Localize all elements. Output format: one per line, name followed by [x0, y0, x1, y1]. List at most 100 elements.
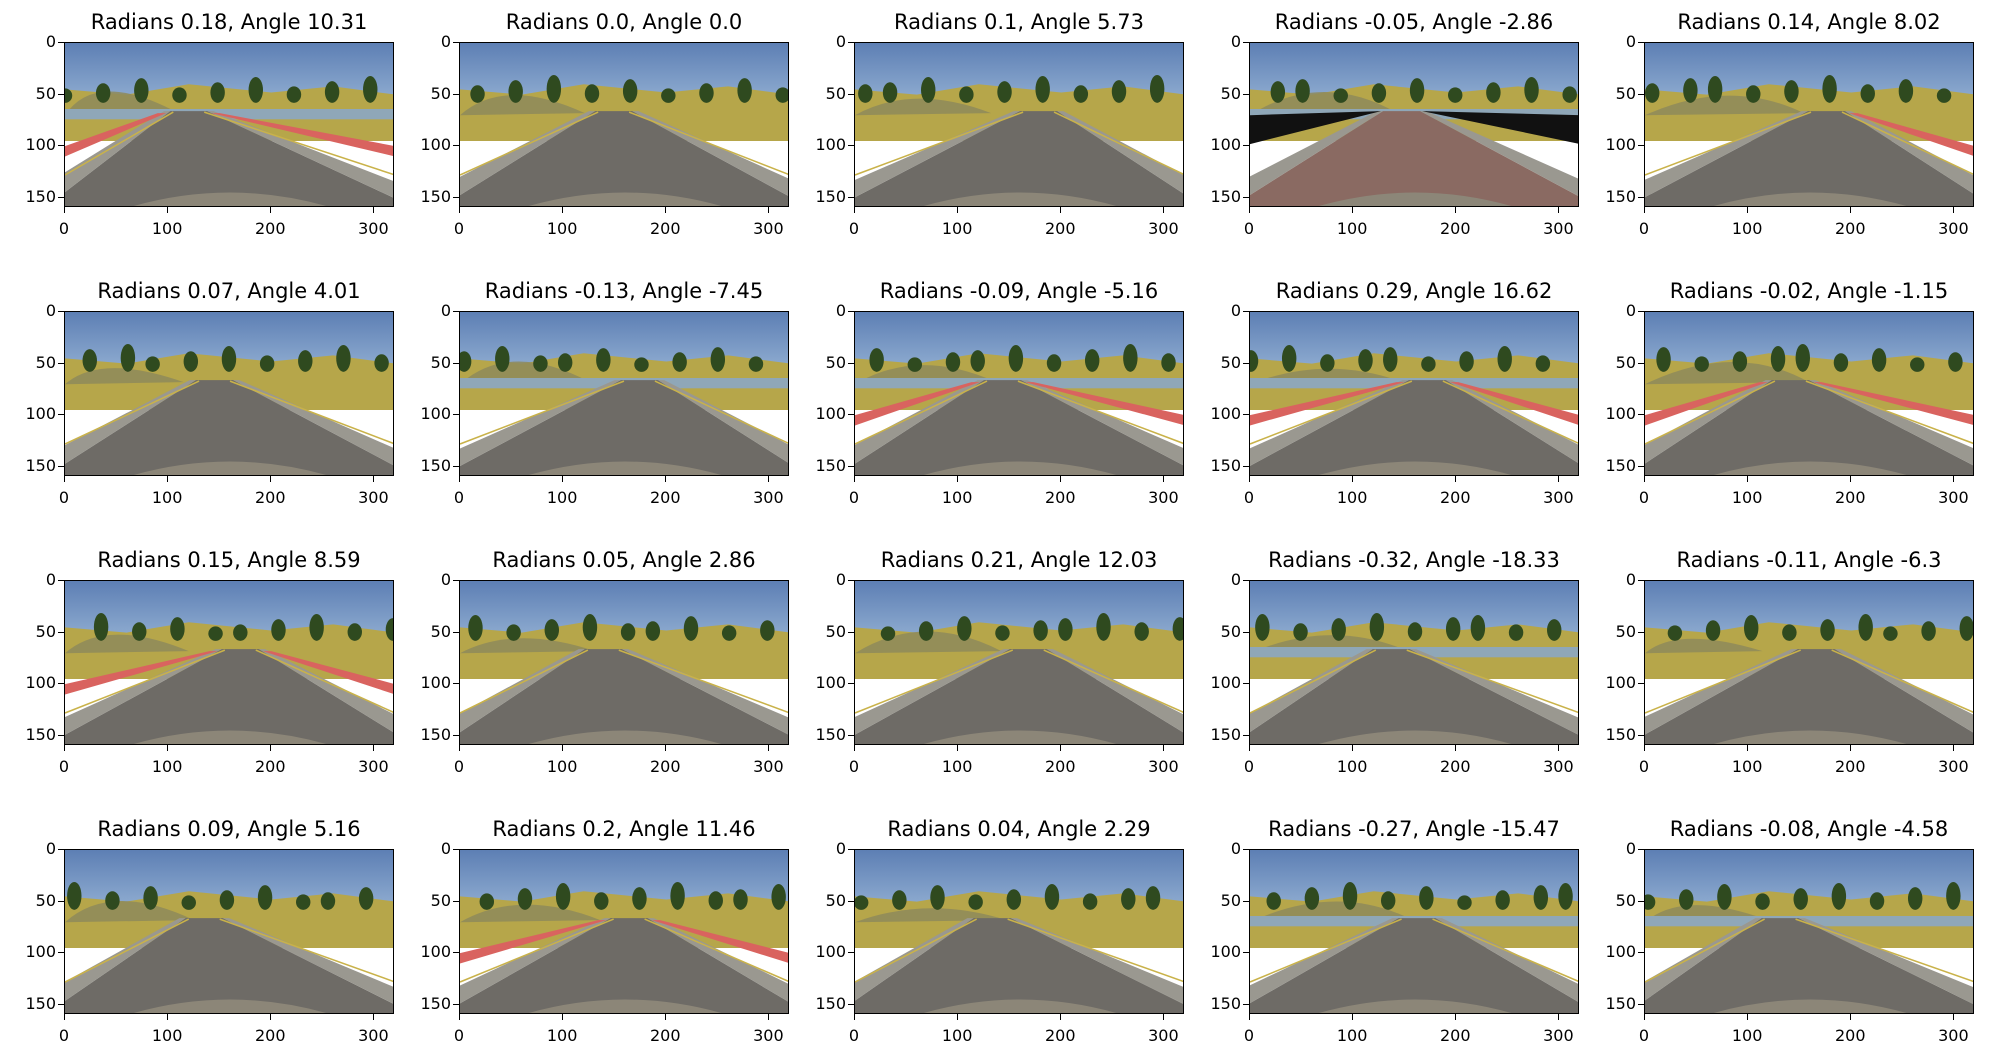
y-tick-mark: [1243, 849, 1249, 850]
y-tick-label: 150: [25, 724, 56, 744]
road-scene-image: [460, 581, 788, 744]
x-tick-label: 200: [1834, 757, 1866, 776]
road-scene-image: [65, 850, 393, 1013]
x-tick-label: 200: [1439, 219, 1471, 238]
subplot: Radians 0.21, Angle 12.03 0 50 100 150 0 100 20…: [790, 538, 1184, 788]
y-tick-mark: [453, 42, 459, 43]
y-tick-label: 50: [35, 890, 56, 910]
x-tick-mark: [768, 476, 770, 482]
x-tick-label: 0: [1243, 757, 1255, 776]
y-tick-mark: [1638, 900, 1644, 902]
subplot: Radians 0.14, Angle 8.02 0 50 100 150 0 100 200…: [1580, 0, 1974, 250]
y-tick-label: 0: [440, 839, 451, 858]
x-tick-mark: [1953, 745, 1955, 751]
x-tick-mark: [1644, 476, 1645, 482]
x-tick-label: 100: [941, 488, 973, 507]
y-tick-mark: [453, 631, 459, 633]
y-tick-label: 50: [825, 352, 846, 372]
y-tick-label: 50: [1220, 621, 1241, 641]
y-tick-label: 100: [1210, 942, 1241, 962]
subplot-title: Radians 0.18, Angle 10.31: [90, 10, 368, 34]
x-tick-mark: [1455, 1014, 1457, 1020]
subplot-title: Radians 0.04, Angle 2.29: [887, 817, 1151, 841]
y-tick-label: 50: [1220, 890, 1241, 910]
x-tick-mark: [1249, 207, 1250, 213]
x-tick-mark: [373, 745, 375, 751]
x-tick-mark: [1747, 745, 1749, 751]
x-tick-mark: [1249, 476, 1250, 482]
y-tick-mark: [1243, 952, 1249, 954]
x-tick-label: 100: [1336, 488, 1368, 507]
y-tick-label: 100: [815, 673, 846, 693]
x-tick-mark: [1455, 207, 1457, 213]
camera-frame: [1644, 580, 1974, 745]
y-tick-label: 100: [815, 404, 846, 424]
x-tick-label: 300: [358, 757, 389, 776]
y-tick-mark: [848, 145, 854, 147]
road-scene-image: [1250, 312, 1578, 475]
subplot: Radians 0.29, Angle 16.62 0 50 100 150 0 100 20…: [1185, 269, 1579, 519]
subplot: Radians -0.09, Angle -5.16 0 50 100 150 0 100 2…: [790, 269, 1184, 519]
y-tick-label: 0: [835, 301, 846, 320]
subplot: Radians 0.2, Angle 11.46 0 50 100 150 0 100 200…: [395, 807, 789, 1057]
y-tick-mark: [848, 631, 854, 633]
y-tick-label: 100: [1210, 135, 1241, 155]
y-tick-label: 150: [1210, 455, 1241, 475]
y-tick-label: 100: [25, 404, 56, 424]
x-tick-label: 200: [1439, 757, 1471, 776]
x-tick-mark: [64, 207, 65, 213]
road-scene-image: [1250, 43, 1578, 206]
subplot-title: Radians 0.15, Angle 8.59: [97, 548, 361, 572]
x-tick-label: 200: [1439, 1026, 1471, 1045]
x-tick-label: 100: [1336, 219, 1368, 238]
y-tick-mark: [1243, 196, 1249, 198]
subplot-title: Radians -0.05, Angle -2.86: [1274, 10, 1554, 34]
y-tick-mark: [58, 93, 64, 95]
subplot: Radians 0.09, Angle 5.16 0 50 100 150 0 100 200…: [0, 807, 394, 1057]
y-tick-label: 100: [420, 135, 451, 155]
y-tick-label: 0: [835, 839, 846, 858]
x-tick-mark: [167, 745, 169, 751]
y-tick-mark: [1638, 145, 1644, 147]
x-tick-label: 0: [848, 219, 860, 238]
y-tick-mark: [453, 900, 459, 902]
x-tick-mark: [1455, 745, 1457, 751]
road-scene-image: [855, 43, 1183, 206]
x-tick-label: 200: [649, 219, 681, 238]
y-tick-mark: [848, 93, 854, 95]
y-tick-label: 150: [1210, 186, 1241, 206]
x-tick-label: 0: [1638, 757, 1650, 776]
camera-frame: [64, 42, 394, 207]
x-tick-mark: [167, 207, 169, 213]
subplot-title: Radians -0.11, Angle -6.3: [1676, 548, 1942, 572]
x-tick-label: 100: [1336, 1026, 1368, 1045]
y-tick-mark: [58, 362, 64, 364]
x-tick-label: 200: [1044, 1026, 1076, 1045]
y-tick-label: 50: [35, 352, 56, 372]
y-tick-mark: [453, 145, 459, 147]
x-tick-mark: [768, 1014, 770, 1020]
x-tick-mark: [1953, 1014, 1955, 1020]
road-scene-image: [1250, 850, 1578, 1013]
x-tick-mark: [1644, 207, 1645, 213]
subplot-title: Radians 0.09, Angle 5.16: [97, 817, 361, 841]
x-tick-label: 200: [1834, 1026, 1866, 1045]
y-tick-mark: [848, 1003, 854, 1005]
x-tick-label: 300: [1938, 488, 1969, 507]
road-scene-image: [65, 43, 393, 206]
x-tick-mark: [1163, 476, 1165, 482]
x-tick-label: 300: [753, 757, 784, 776]
x-tick-label: 300: [1938, 1026, 1969, 1045]
y-tick-label: 50: [430, 890, 451, 910]
x-tick-mark: [1352, 1014, 1354, 1020]
y-tick-label: 100: [815, 135, 846, 155]
road-scene-image: [1645, 312, 1973, 475]
y-tick-mark: [58, 145, 64, 147]
y-tick-label: 150: [815, 186, 846, 206]
road-scene-image: [65, 312, 393, 475]
camera-frame: [459, 42, 789, 207]
x-tick-label: 0: [58, 488, 70, 507]
x-tick-label: 100: [151, 488, 183, 507]
road-scene-image: [855, 312, 1183, 475]
x-tick-label: 100: [151, 1026, 183, 1045]
